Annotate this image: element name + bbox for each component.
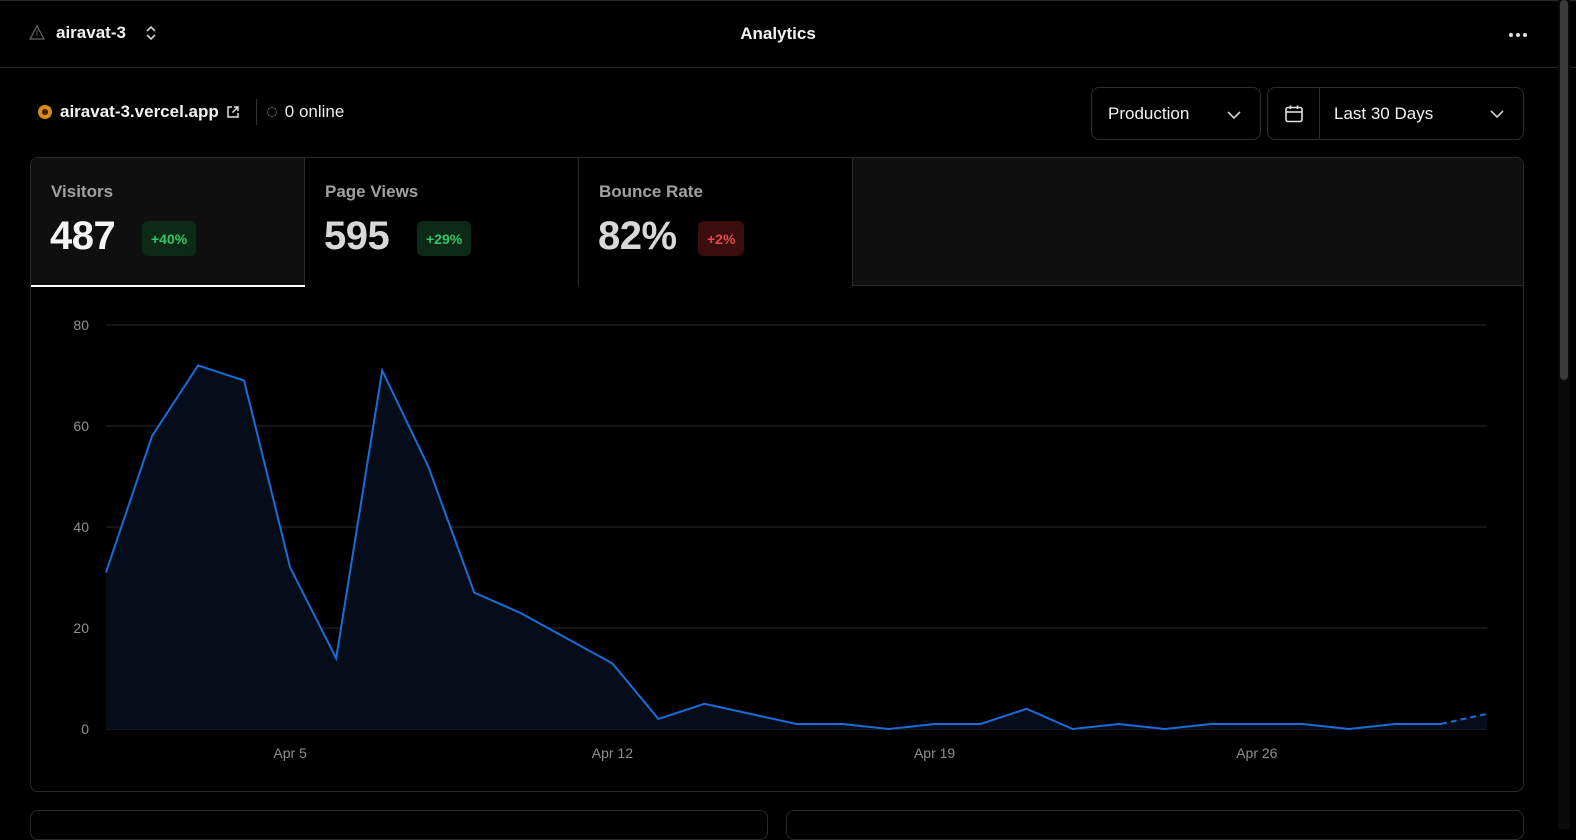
metric-label: Visitors: [51, 182, 114, 201]
external-link-icon[interactable]: [226, 105, 240, 119]
x-tick-label: Apr 5: [273, 745, 307, 761]
top-bar: airavat-3 Analytics: [0, 0, 1576, 68]
projection-line: [1440, 712, 1488, 725]
chart-area: [106, 365, 1487, 729]
metric-value: 595: [324, 214, 390, 258]
change-badge: +29%: [417, 221, 472, 256]
metric-value: 82%: [598, 214, 677, 258]
calendar-button[interactable]: [1268, 88, 1320, 139]
site-domain-link[interactable]: airavat-3.vercel.app: [60, 102, 219, 121]
x-tick-label: Apr 19: [914, 745, 955, 761]
chevron-down-icon: [1227, 111, 1241, 120]
y-tick-label: 60: [73, 418, 89, 434]
bottom-card-right: [786, 810, 1524, 840]
more-options-icon[interactable]: [1505, 25, 1531, 45]
series-line: [105, 364, 1441, 731]
y-tick-label: 80: [73, 317, 89, 333]
y-tick-label: 40: [73, 519, 89, 535]
site-info: airavat-3.vercel.app 0 online: [38, 99, 344, 125]
project-switcher[interactable]: airavat-3: [28, 23, 158, 43]
online-count: 0 online: [284, 102, 345, 121]
date-range-select[interactable]: Last 30 Days: [1320, 88, 1523, 139]
chevron-up-down-icon[interactable]: [144, 24, 158, 42]
scrollbar[interactable]: [1560, 0, 1568, 380]
visitors-chart: 0 20 40 60 80 Apr 5 Apr 12 Apr 19 Apr 26: [73, 317, 1488, 761]
metric-label: Bounce Rate: [599, 182, 703, 201]
calendar-icon: [1284, 105, 1303, 122]
environment-select-value: Production: [1108, 103, 1190, 123]
divider: [255, 99, 257, 125]
x-tick-label: Apr 26: [1236, 745, 1277, 761]
tabs-filler: [853, 158, 1523, 285]
change-badge: +2%: [698, 221, 745, 256]
change-badge: +40%: [142, 221, 197, 256]
tab-page-views[interactable]: Page Views 595 +29%: [305, 158, 579, 286]
page-title: Analytics: [740, 24, 816, 43]
site-favicon-icon: [38, 105, 52, 119]
project-name: airavat-3: [56, 23, 126, 42]
date-range-value: Last 30 Days: [1334, 103, 1434, 123]
metric-value: 487: [50, 214, 116, 258]
environment-select[interactable]: Production: [1091, 87, 1261, 140]
project-logo-icon: [28, 24, 46, 40]
x-tick-label: Apr 12: [592, 745, 633, 761]
online-status-dot-icon: [266, 107, 277, 117]
date-range-picker: Last 30 Days: [1267, 87, 1524, 140]
bottom-card-left: [30, 810, 768, 840]
y-tick-label: 20: [73, 620, 89, 636]
tab-bounce-rate[interactable]: Bounce Rate 82% +2%: [579, 158, 853, 286]
tab-visitors[interactable]: Visitors 487 +40%: [31, 158, 305, 287]
y-tick-label: 0: [81, 721, 89, 737]
metric-label: Page Views: [325, 182, 419, 201]
metric-tabs: Visitors 487 +40% Page Views 595 +29% Bo…: [31, 158, 1523, 287]
chevron-down-icon: [1490, 110, 1504, 119]
analytics-panel: Visitors 487 +40% Page Views 595 +29% Bo…: [30, 157, 1524, 792]
